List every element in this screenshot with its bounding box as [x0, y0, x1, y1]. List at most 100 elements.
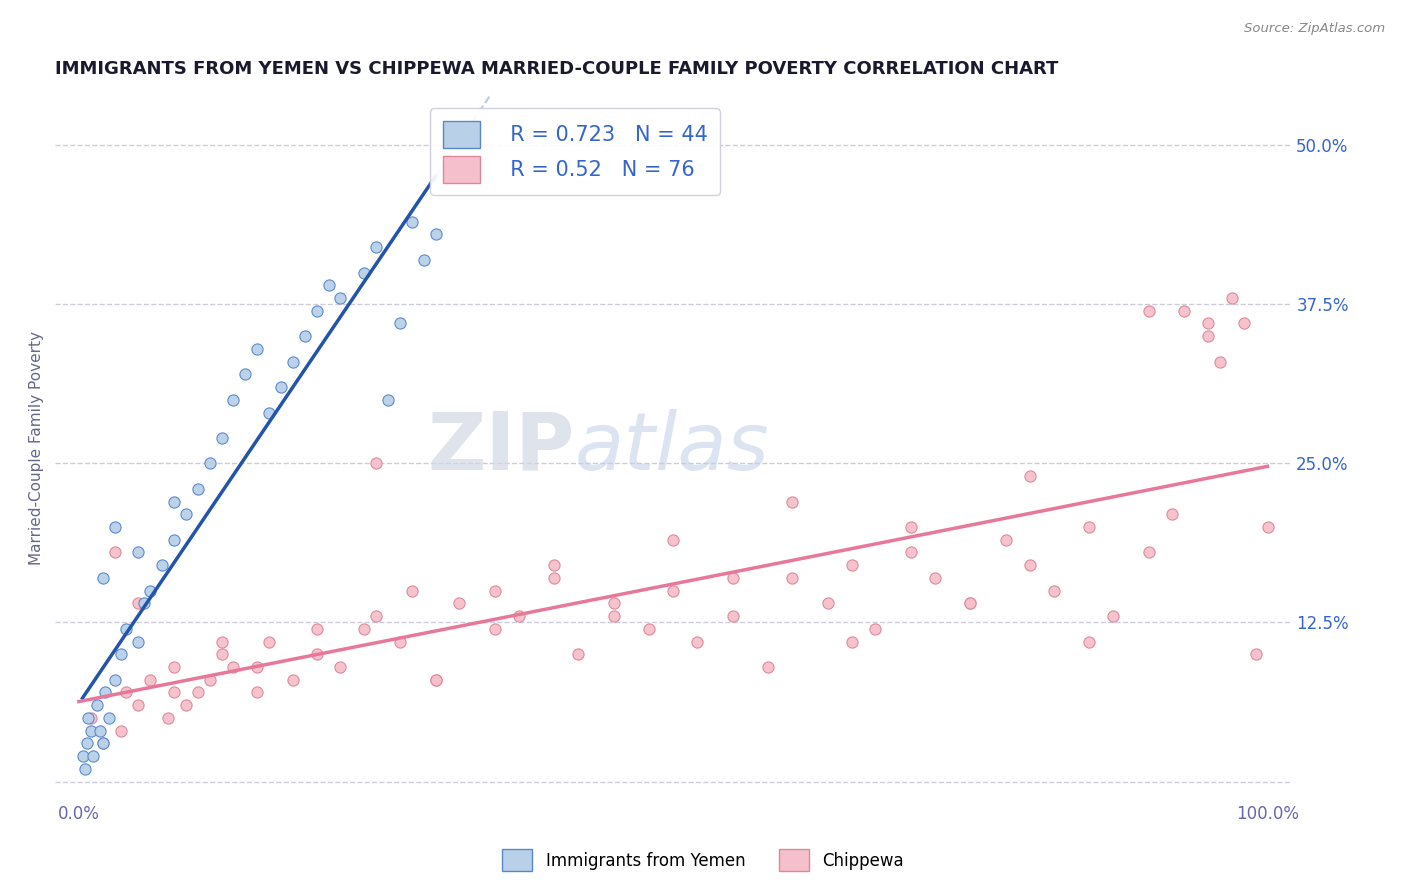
Point [353, 266, 375, 280]
Point [115, 622, 138, 636]
Point [198, 673, 221, 687]
Point [603, 596, 626, 610]
Point [841, 558, 863, 573]
Point [211, 431, 233, 445]
Point [425, 673, 447, 687]
Text: ZIP: ZIP [427, 409, 575, 486]
Point [388, 634, 411, 648]
Point [1233, 317, 1256, 331]
Point [817, 596, 839, 610]
Point [110, 648, 132, 662]
Point [1257, 520, 1279, 534]
Point [163, 494, 186, 508]
Point [924, 571, 946, 585]
Point [1078, 520, 1101, 534]
Point [257, 405, 280, 419]
Point [364, 240, 387, 254]
Point [959, 596, 981, 610]
Point [1018, 469, 1040, 483]
Point [900, 545, 922, 559]
Point [89, 723, 111, 738]
Point [104, 545, 127, 559]
Point [329, 291, 352, 305]
Point [662, 533, 685, 547]
Point [73, 762, 96, 776]
Point [72, 749, 94, 764]
Point [1173, 303, 1195, 318]
Point [211, 634, 233, 648]
Point [139, 583, 162, 598]
Point [104, 520, 127, 534]
Point [139, 673, 162, 687]
Point [174, 508, 197, 522]
Point [377, 392, 399, 407]
Point [318, 278, 340, 293]
Point [401, 583, 423, 598]
Point [388, 317, 411, 331]
Point [1018, 558, 1040, 573]
Point [82, 749, 104, 764]
Point [246, 660, 269, 674]
Point [662, 583, 685, 598]
Point [329, 660, 352, 674]
Point [721, 609, 744, 624]
Point [425, 227, 447, 242]
Text: IMMIGRANTS FROM YEMEN VS CHIPPEWA MARRIED-COUPLE FAMILY POVERTY CORRELATION CHAR: IMMIGRANTS FROM YEMEN VS CHIPPEWA MARRIE… [55, 60, 1059, 78]
Point [91, 736, 114, 750]
Point [865, 622, 887, 636]
Point [305, 303, 328, 318]
Point [1197, 317, 1219, 331]
Point [721, 571, 744, 585]
Point [222, 660, 245, 674]
Point [246, 342, 269, 356]
Point [77, 711, 100, 725]
Legend: Immigrants from Yemen, Chippewa: Immigrants from Yemen, Chippewa [494, 841, 912, 880]
Point [86, 698, 108, 713]
Point [603, 609, 626, 624]
Point [127, 596, 149, 610]
Point [425, 673, 447, 687]
Point [174, 698, 197, 713]
Point [163, 533, 186, 547]
Point [508, 609, 530, 624]
Point [127, 634, 149, 648]
Point [127, 698, 149, 713]
Point [198, 457, 221, 471]
Point [543, 558, 565, 573]
Point [163, 685, 186, 699]
Point [900, 520, 922, 534]
Point [484, 583, 506, 598]
Point [97, 711, 120, 725]
Point [104, 673, 127, 687]
Point [281, 354, 304, 368]
Point [1078, 634, 1101, 648]
Point [1137, 303, 1160, 318]
Point [211, 648, 233, 662]
Legend:   R = 0.723   N = 44,   R = 0.52   N = 76: R = 0.723 N = 44, R = 0.52 N = 76 [430, 109, 720, 195]
Point [353, 622, 375, 636]
Point [91, 736, 114, 750]
Point [841, 634, 863, 648]
Point [305, 648, 328, 662]
Point [1137, 545, 1160, 559]
Point [80, 723, 103, 738]
Text: atlas: atlas [575, 409, 769, 486]
Point [91, 571, 114, 585]
Y-axis label: Married-Couple Family Poverty: Married-Couple Family Poverty [30, 331, 44, 565]
Point [187, 685, 209, 699]
Point [1161, 508, 1184, 522]
Point [543, 571, 565, 585]
Point [94, 685, 117, 699]
Point [270, 380, 292, 394]
Point [134, 596, 156, 610]
Point [257, 634, 280, 648]
Point [110, 723, 132, 738]
Point [246, 685, 269, 699]
Point [412, 252, 434, 267]
Point [187, 482, 209, 496]
Point [364, 609, 387, 624]
Point [567, 648, 589, 662]
Point [995, 533, 1018, 547]
Point [115, 685, 138, 699]
Point [959, 596, 981, 610]
